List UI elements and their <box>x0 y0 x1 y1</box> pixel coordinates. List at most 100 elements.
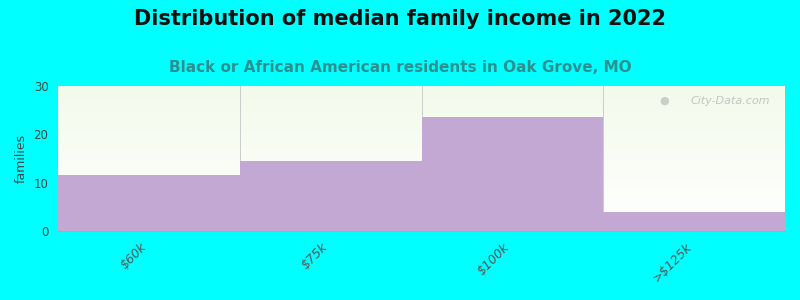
Bar <box>58 210 785 211</box>
Bar <box>58 155 785 156</box>
Bar <box>58 176 785 177</box>
Bar <box>58 177 785 178</box>
Bar <box>58 194 785 195</box>
Text: Black or African American residents in Oak Grove, MO: Black or African American residents in O… <box>169 60 631 75</box>
Bar <box>58 221 785 222</box>
Bar <box>58 115 785 116</box>
Bar <box>58 153 785 154</box>
Bar <box>58 222 785 223</box>
Bar <box>58 223 785 224</box>
Bar <box>58 90 785 91</box>
Bar <box>58 126 785 127</box>
Bar <box>58 128 785 129</box>
Bar <box>58 213 785 214</box>
Bar <box>58 141 785 142</box>
Bar <box>58 212 785 213</box>
Bar <box>58 134 785 135</box>
Text: City-Data.com: City-Data.com <box>691 96 770 106</box>
Bar <box>58 142 785 143</box>
Bar <box>58 159 785 160</box>
Bar <box>58 103 785 104</box>
Bar <box>58 112 785 113</box>
Text: Distribution of median family income in 2022: Distribution of median family income in … <box>134 9 666 29</box>
Bar <box>58 137 785 138</box>
Bar <box>58 132 785 133</box>
Bar <box>58 135 785 136</box>
Bar <box>58 215 785 216</box>
Bar <box>58 124 785 125</box>
Bar <box>58 198 785 199</box>
Bar <box>58 162 785 163</box>
Bar <box>58 131 785 132</box>
Bar <box>58 163 785 164</box>
Bar <box>58 184 785 185</box>
Bar <box>58 110 785 111</box>
Bar <box>58 147 785 148</box>
Bar <box>58 111 785 112</box>
Bar <box>603 212 785 231</box>
Bar <box>58 119 785 120</box>
Bar <box>58 107 785 108</box>
Bar <box>58 109 785 110</box>
Bar <box>58 200 785 201</box>
Bar <box>58 216 785 217</box>
Bar <box>58 88 785 89</box>
Bar <box>58 148 785 149</box>
Bar <box>58 146 785 147</box>
Bar <box>58 101 785 102</box>
Bar <box>58 174 785 175</box>
Bar <box>58 91 785 92</box>
Bar <box>58 187 785 188</box>
Bar <box>58 193 785 194</box>
Bar <box>58 156 785 157</box>
Bar <box>58 208 785 209</box>
Bar <box>58 114 785 115</box>
Bar <box>58 192 785 193</box>
Bar <box>58 149 785 150</box>
Bar <box>58 214 785 215</box>
Bar <box>58 168 785 169</box>
Bar <box>58 220 785 221</box>
Bar <box>58 104 785 105</box>
Bar <box>58 219 785 220</box>
Bar <box>58 185 785 186</box>
Bar <box>58 229 785 230</box>
Bar <box>58 138 785 139</box>
Bar <box>58 160 785 161</box>
Bar <box>240 161 422 231</box>
Bar <box>58 205 785 206</box>
Bar <box>58 166 785 167</box>
Bar <box>58 143 785 144</box>
Y-axis label: families: families <box>15 134 28 183</box>
Bar <box>58 164 785 165</box>
Bar <box>58 139 785 140</box>
Bar <box>58 106 785 107</box>
Bar <box>58 181 785 182</box>
Bar <box>58 120 785 121</box>
Bar <box>58 144 785 145</box>
Bar <box>58 136 785 137</box>
Bar <box>58 94 785 95</box>
Bar <box>58 129 785 130</box>
Bar <box>58 226 785 227</box>
Bar <box>58 98 785 99</box>
Bar <box>58 207 785 208</box>
Bar <box>58 183 785 184</box>
Bar <box>58 179 785 180</box>
Bar <box>58 170 785 171</box>
Bar <box>58 151 785 152</box>
Bar <box>58 100 785 101</box>
Bar <box>58 140 785 141</box>
Bar <box>58 150 785 151</box>
Bar <box>58 167 785 168</box>
Bar <box>58 227 785 228</box>
Bar <box>58 133 785 134</box>
Bar <box>58 195 785 196</box>
Bar <box>58 224 785 225</box>
Bar <box>58 191 785 192</box>
Bar <box>58 182 785 183</box>
Bar <box>58 154 785 155</box>
Bar <box>58 186 785 187</box>
Bar <box>58 190 785 191</box>
Bar <box>58 86 785 87</box>
